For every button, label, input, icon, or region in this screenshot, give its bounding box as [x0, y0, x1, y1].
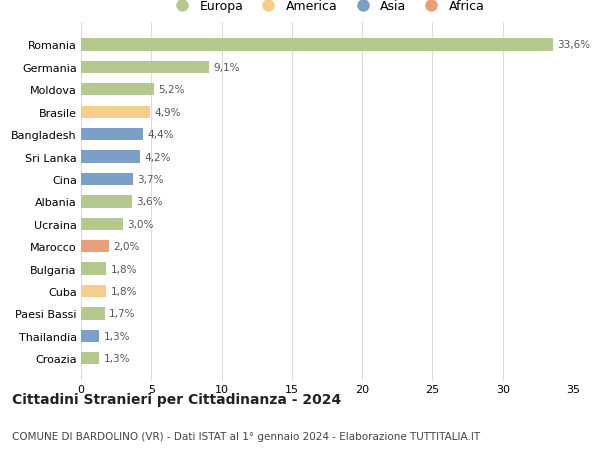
Text: 1,3%: 1,3%: [103, 331, 130, 341]
Bar: [81, 308, 105, 320]
Text: 4,9%: 4,9%: [154, 107, 181, 118]
Legend: Europa, America, Asia, Africa: Europa, America, Asia, Africa: [169, 0, 485, 13]
Text: Cittadini Stranieri per Cittadinanza - 2024: Cittadini Stranieri per Cittadinanza - 2…: [12, 392, 341, 406]
Text: 1,8%: 1,8%: [110, 286, 137, 297]
Bar: [81, 39, 553, 51]
Bar: [81, 330, 99, 342]
Text: 9,1%: 9,1%: [213, 63, 239, 73]
Text: 1,8%: 1,8%: [110, 264, 137, 274]
Text: 5,2%: 5,2%: [158, 85, 185, 95]
Bar: [81, 174, 133, 186]
Text: 3,7%: 3,7%: [137, 174, 164, 185]
Text: 2,0%: 2,0%: [113, 242, 140, 252]
Bar: [81, 151, 140, 163]
Bar: [81, 62, 209, 74]
Text: 33,6%: 33,6%: [557, 40, 590, 50]
Text: 3,6%: 3,6%: [136, 197, 163, 207]
Bar: [81, 241, 109, 253]
Text: 1,3%: 1,3%: [103, 353, 130, 364]
Text: 1,7%: 1,7%: [109, 309, 136, 319]
Bar: [81, 218, 123, 230]
Bar: [81, 263, 106, 275]
Bar: [81, 84, 154, 96]
Text: 4,2%: 4,2%: [144, 152, 171, 162]
Bar: [81, 129, 143, 141]
Text: 4,4%: 4,4%: [147, 130, 173, 140]
Bar: [81, 353, 99, 365]
Text: 3,0%: 3,0%: [127, 219, 154, 230]
Bar: [81, 106, 150, 118]
Bar: [81, 196, 131, 208]
Text: COMUNE DI BARDOLINO (VR) - Dati ISTAT al 1° gennaio 2024 - Elaborazione TUTTITAL: COMUNE DI BARDOLINO (VR) - Dati ISTAT al…: [12, 431, 480, 441]
Bar: [81, 285, 106, 297]
